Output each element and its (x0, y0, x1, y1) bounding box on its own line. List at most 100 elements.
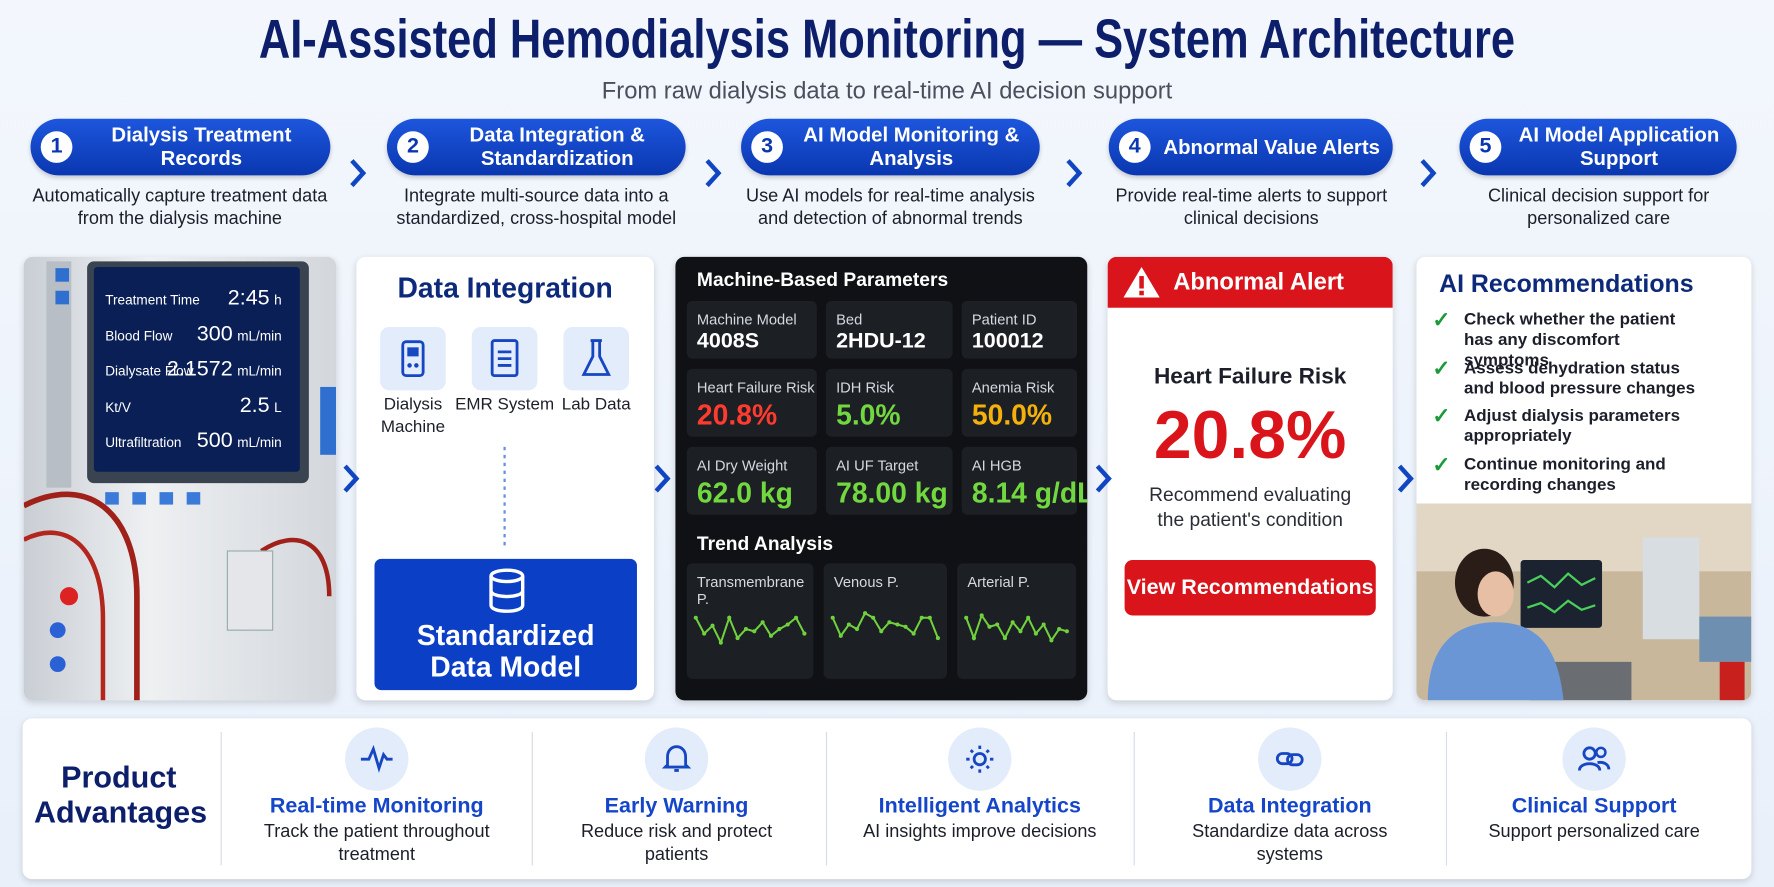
subtitle: From raw dialysis data to real-time AI d… (601, 78, 1173, 105)
trend-chart: Transmembrane P. (686, 563, 814, 679)
chevron (350, 159, 367, 188)
step-pill: 1 Dialysis Treatment Records (30, 118, 331, 176)
icon-glyph (1275, 752, 1304, 767)
icon-glyph (401, 340, 425, 378)
model-label: Standardized Data Model (416, 619, 595, 684)
integration-panel: Data Integration Dialysis Machine EMR Sys… (356, 256, 654, 701)
advantage-description: Reduce risk and protect patients (580, 822, 773, 865)
parameter-cell: AI HGB 8.14 g/dL (961, 446, 1087, 515)
chevron (1095, 464, 1112, 493)
alert-value: 20.8% (1153, 397, 1347, 473)
step-pill: 5 AI Model Application Support (1459, 118, 1737, 176)
parameter-value: 5.0% (836, 399, 901, 432)
parameter-label: AI HGB (971, 457, 1022, 475)
parameter-label: Anemia Risk (971, 379, 1055, 396)
alert-metric: Heart Failure Risk (1153, 364, 1347, 390)
model-box: Standardized Data Model (374, 558, 637, 691)
screen-label: Kt/V (105, 398, 131, 415)
parameter-cell: Patient ID 100012 (961, 300, 1078, 359)
screen-value: 500 mL/min (197, 429, 282, 454)
recommendation: Adjust dialysis parameters appropriately (1464, 406, 1681, 446)
parameter-value: 20.8% (696, 399, 778, 432)
source-label: Lab Data (561, 394, 631, 415)
parameter-value: 62.0 kg (696, 477, 793, 510)
screen-value: 300 mL/min (197, 322, 282, 347)
screen-label: Ultrafiltration (105, 434, 182, 451)
parameter-value: 100012 (971, 329, 1044, 353)
integration-title: Data Integration (397, 272, 613, 305)
alert-note: Recommend evaluating the patient's condi… (1149, 484, 1352, 531)
source-icon (380, 326, 446, 391)
advantage-icon (345, 727, 409, 791)
step-description: Provide real-time alerts to support clin… (1115, 186, 1388, 229)
trend-chart: Arterial P. (957, 563, 1076, 679)
step-title: Abnormal Value Alerts (1163, 135, 1380, 158)
separator (1133, 732, 1135, 866)
advantages-title: Product Advantages (33, 760, 208, 830)
step-pill: 2 Data Integration & Standardization (386, 118, 686, 176)
database-icon (489, 568, 525, 613)
parameter-cell: Heart Failure Risk 20.8% (686, 368, 817, 437)
tube (260, 537, 332, 597)
screen-value: 2:45 h (228, 286, 282, 311)
tube (23, 491, 140, 701)
chevron (705, 159, 722, 188)
connector (59, 587, 79, 606)
source-icon (471, 326, 538, 391)
machine-illustration (23, 261, 337, 701)
screen-unit: mL/min (237, 434, 282, 451)
icon-glyph (490, 339, 519, 378)
connector (49, 656, 66, 673)
parameter-label: Patient ID (971, 311, 1037, 329)
parameter-cell: AI Dry Weight 62.0 kg (686, 446, 817, 515)
step-title: Data Integration & Standardization (469, 123, 645, 170)
alert-header: Abnormal Alert (1107, 256, 1393, 308)
advantage-title: Intelligent Analytics (878, 794, 1081, 818)
recommendations-button[interactable]: View Recommendations (1124, 560, 1376, 616)
advantage-icon (1562, 727, 1626, 791)
side-panel (320, 386, 337, 455)
parameter-label: IDH Risk (836, 379, 895, 396)
advantage-title: Real-time Monitoring (269, 794, 484, 818)
screen-number: 2.1572 (166, 357, 233, 382)
trend-title: Trend Analysis (696, 532, 834, 555)
advantage-title: Data Integration (1207, 794, 1372, 818)
connector (49, 622, 66, 639)
separator (531, 732, 533, 866)
separator (220, 732, 222, 866)
alert-title: Abnormal Alert (1173, 269, 1344, 296)
screen-label: Blood Flow (105, 327, 173, 344)
source-label: Dialysis Machine (380, 394, 446, 437)
recommendations-panel: AI Recommendations ✓ Check whether the pa… (1416, 256, 1752, 701)
check-mark: ✓ (1432, 405, 1451, 429)
advantage-description: Standardize data across systems (1192, 822, 1388, 865)
parameter-cell: AI UF Target 78.00 kg (825, 446, 953, 515)
parameter-cell: Bed 2HDU-12 (825, 300, 953, 359)
chevron (343, 464, 360, 493)
advantage-title: Clinical Support (1511, 794, 1677, 818)
trend-label: Transmembrane P. (696, 573, 805, 608)
clinic-photo (1416, 503, 1752, 701)
screen-unit: mL/min (237, 327, 282, 344)
recommendation: Check whether the patient has any discom… (1464, 309, 1676, 370)
parameter-cell: Anemia Risk 50.0% (961, 368, 1078, 437)
parameter-value: 2HDU-12 (836, 329, 926, 353)
pump (226, 550, 274, 631)
step-number: 1 (40, 131, 73, 163)
sparkline (964, 613, 1069, 643)
chevron (1397, 464, 1414, 493)
icon-glyph (1577, 746, 1611, 771)
screen-value: 2.5 L (240, 393, 282, 418)
parameter-value: 78.00 kg (836, 477, 948, 510)
step-title: AI Model Monitoring & Analysis (803, 123, 1020, 170)
screen-number: 2:45 (227, 286, 270, 310)
parameters-title: Machine-Based Parameters (696, 269, 949, 291)
step-number: 5 (1469, 131, 1502, 163)
step-number: 2 (397, 131, 429, 163)
trend-label: Venous P. (833, 573, 899, 591)
machine-button (55, 290, 70, 305)
advantage-icon (644, 727, 709, 791)
parameter-cell: Machine Model 4008S (686, 300, 817, 359)
icon-glyph (581, 339, 611, 376)
